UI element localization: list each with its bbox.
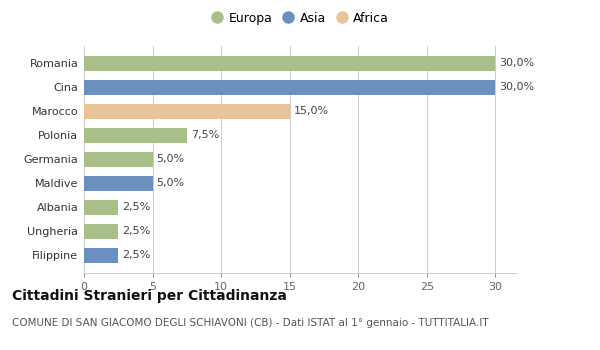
Text: 15,0%: 15,0% [294, 106, 329, 116]
Bar [84, 80, 496, 95]
Text: 2,5%: 2,5% [122, 226, 151, 236]
Bar [84, 128, 187, 143]
Bar [84, 200, 118, 215]
Bar [84, 104, 290, 119]
Text: 30,0%: 30,0% [500, 82, 535, 92]
Bar [84, 56, 496, 71]
Legend: Europa, Asia, Africa: Europa, Asia, Africa [206, 7, 394, 30]
Text: Cittadini Stranieri per Cittadinanza: Cittadini Stranieri per Cittadinanza [12, 289, 287, 303]
Text: 30,0%: 30,0% [500, 58, 535, 68]
Text: 2,5%: 2,5% [122, 202, 151, 212]
Text: 2,5%: 2,5% [122, 250, 151, 260]
Text: 5,0%: 5,0% [157, 178, 185, 188]
Text: COMUNE DI SAN GIACOMO DEGLI SCHIAVONI (CB) - Dati ISTAT al 1° gennaio - TUTTITAL: COMUNE DI SAN GIACOMO DEGLI SCHIAVONI (C… [12, 318, 488, 329]
Bar [84, 248, 118, 262]
Bar [84, 152, 152, 167]
Bar [84, 176, 152, 191]
Text: 5,0%: 5,0% [157, 154, 185, 164]
Bar [84, 224, 118, 239]
Text: 7,5%: 7,5% [191, 130, 219, 140]
